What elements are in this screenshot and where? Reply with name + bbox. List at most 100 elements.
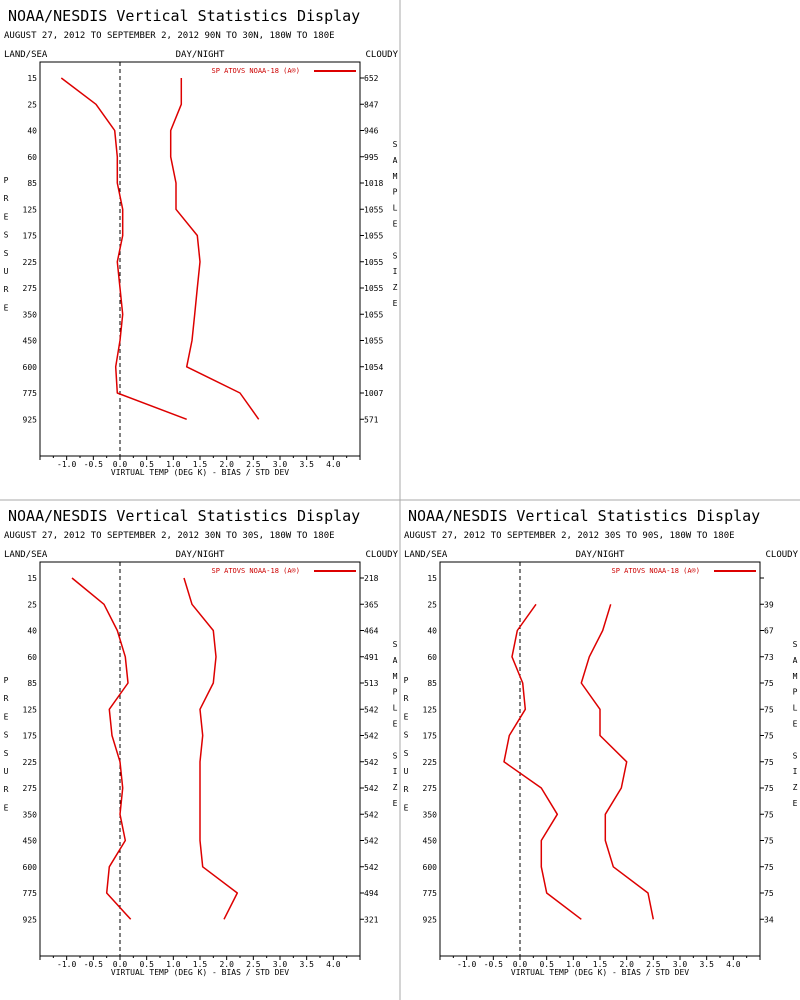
pressure-level-label: 925	[23, 415, 38, 424]
pressure-letter: S	[4, 749, 9, 758]
sample-size-letter: I	[393, 267, 398, 276]
pressure-letter: R	[404, 785, 409, 794]
x-tick-label: 3.5	[699, 960, 714, 969]
sample-size-label: 542	[364, 758, 379, 767]
pressure-level-label: 60	[427, 653, 437, 662]
sample-size-letter: L	[793, 704, 798, 713]
pressure-level-label: 125	[23, 205, 38, 214]
x-tick-label: -0.5	[484, 960, 503, 969]
x-tick-label: 2.5	[246, 460, 261, 469]
header-day-night: DAY/NIGHT	[176, 550, 225, 560]
x-tick-label: 0.5	[539, 960, 554, 969]
sample-size-label: 464	[364, 627, 379, 636]
sample-size-letter: P	[393, 188, 398, 197]
pressure-letter: E	[4, 712, 9, 721]
series-line-bias	[60, 77, 187, 421]
x-tick-label: -0.5	[84, 960, 103, 969]
series-line-bias	[71, 577, 132, 920]
pressure-level-label: 175	[23, 232, 38, 241]
pressure-level-label: 25	[27, 100, 37, 109]
pressure-level-label: 350	[23, 810, 38, 819]
sample-size-label: 75	[764, 732, 774, 741]
pressure-level-label: 600	[23, 863, 38, 872]
sample-size-label: 542	[364, 784, 379, 793]
pressure-letter: R	[4, 785, 9, 794]
pressure-letter: S	[404, 731, 409, 740]
series-line-std_dev	[183, 577, 239, 920]
sample-size-label: 513	[364, 679, 379, 688]
pressure-letter: E	[4, 803, 9, 812]
legend-label: SP ATOVS NOAA-18 (A®)	[211, 567, 300, 575]
pressure-letter: S	[4, 731, 9, 740]
x-tick-label: 3.5	[299, 460, 314, 469]
pressure-letter: P	[404, 676, 409, 685]
sample-size-label: 542	[364, 810, 379, 819]
x-tick-label: 2.0	[219, 460, 234, 469]
x-tick-label: 0.0	[513, 960, 528, 969]
x-tick-label: -1.0	[57, 460, 76, 469]
x-tick-label: 2.0	[219, 960, 234, 969]
x-tick-label: 1.5	[193, 460, 208, 469]
pressure-letter: E	[4, 212, 9, 221]
sample-size-letter: S	[393, 640, 398, 649]
sample-size-letter: E	[393, 720, 398, 729]
sample-size-letter: A	[393, 656, 398, 665]
sample-size-label: 365	[364, 600, 379, 609]
x-tick-label: 4.0	[326, 960, 341, 969]
x-tick-label: 3.0	[273, 960, 288, 969]
sample-size-label: 75	[764, 784, 774, 793]
panel-subtitle: AUGUST 27, 2012 TO SEPTEMBER 2, 2012 90N…	[4, 31, 335, 41]
legend-label: SP ATOVS NOAA-18 (A®)	[211, 67, 300, 75]
pressure-level-label: 275	[23, 284, 38, 293]
pressure-level-label: 15	[27, 74, 37, 83]
pressure-letter: E	[404, 712, 409, 721]
x-tick-label: 4.0	[326, 460, 341, 469]
sample-size-letter: A	[793, 656, 798, 665]
pressure-level-label: 125	[23, 705, 38, 714]
sample-size-letter: I	[793, 767, 798, 776]
sample-size-label: 75	[764, 810, 774, 819]
pressure-level-label: 15	[27, 574, 37, 583]
sample-size-letter: Z	[393, 283, 398, 292]
x-tick-label: 1.0	[566, 960, 581, 969]
x-tick-label: 2.5	[246, 960, 261, 969]
sample-size-letter: E	[393, 799, 398, 808]
chart-panel-2: NOAA/NESDIS Vertical Statistics Display A…	[4, 507, 399, 977]
sample-size-label: 67	[764, 627, 774, 636]
pressure-letter: S	[4, 231, 9, 240]
x-axis-label: VIRTUAL TEMP (DEG K) - BIAS / STD DEV	[111, 468, 289, 477]
sample-size-letter: S	[393, 140, 398, 149]
sample-size-letter: E	[393, 299, 398, 308]
pressure-level-label: 175	[23, 732, 38, 741]
x-tick-label: 1.5	[193, 960, 208, 969]
x-tick-label: 4.0	[726, 960, 741, 969]
pressure-level-label: 25	[427, 600, 437, 609]
sample-size-label: 34	[764, 915, 774, 924]
sample-size-label: 571	[364, 415, 379, 424]
pressure-level-label: 225	[423, 758, 438, 767]
sample-size-letter: M	[793, 672, 798, 681]
sample-size-letter: Z	[793, 783, 798, 792]
sample-size-letter: S	[793, 640, 798, 649]
header-land-sea: LAND/SEA	[404, 550, 448, 560]
sample-size-letter: M	[393, 172, 398, 181]
sample-size-label: 652	[364, 74, 379, 83]
sample-size-label: 1007	[364, 389, 383, 398]
series-line-bias	[503, 603, 582, 920]
sample-size-letter: L	[393, 204, 398, 213]
pressure-letter: R	[4, 194, 9, 203]
pressure-letter: R	[404, 694, 409, 703]
sample-size-label: 75	[764, 705, 774, 714]
panel-title: NOAA/NESDIS Vertical Statistics Display	[8, 7, 360, 25]
panel-subtitle: AUGUST 27, 2012 TO SEPTEMBER 2, 2012 30S…	[404, 531, 735, 541]
header-cloudy: CLOUDY	[765, 550, 798, 560]
series-line-std_dev	[580, 604, 655, 920]
pressure-level-label: 85	[27, 179, 37, 188]
sample-size-letter: E	[393, 220, 398, 229]
header-land-sea: LAND/SEA	[4, 550, 48, 560]
sample-size-label: 1055	[364, 310, 383, 319]
pressure-letter: R	[4, 285, 9, 294]
pressure-level-label: 225	[23, 258, 38, 267]
sample-size-label: 75	[764, 758, 774, 767]
